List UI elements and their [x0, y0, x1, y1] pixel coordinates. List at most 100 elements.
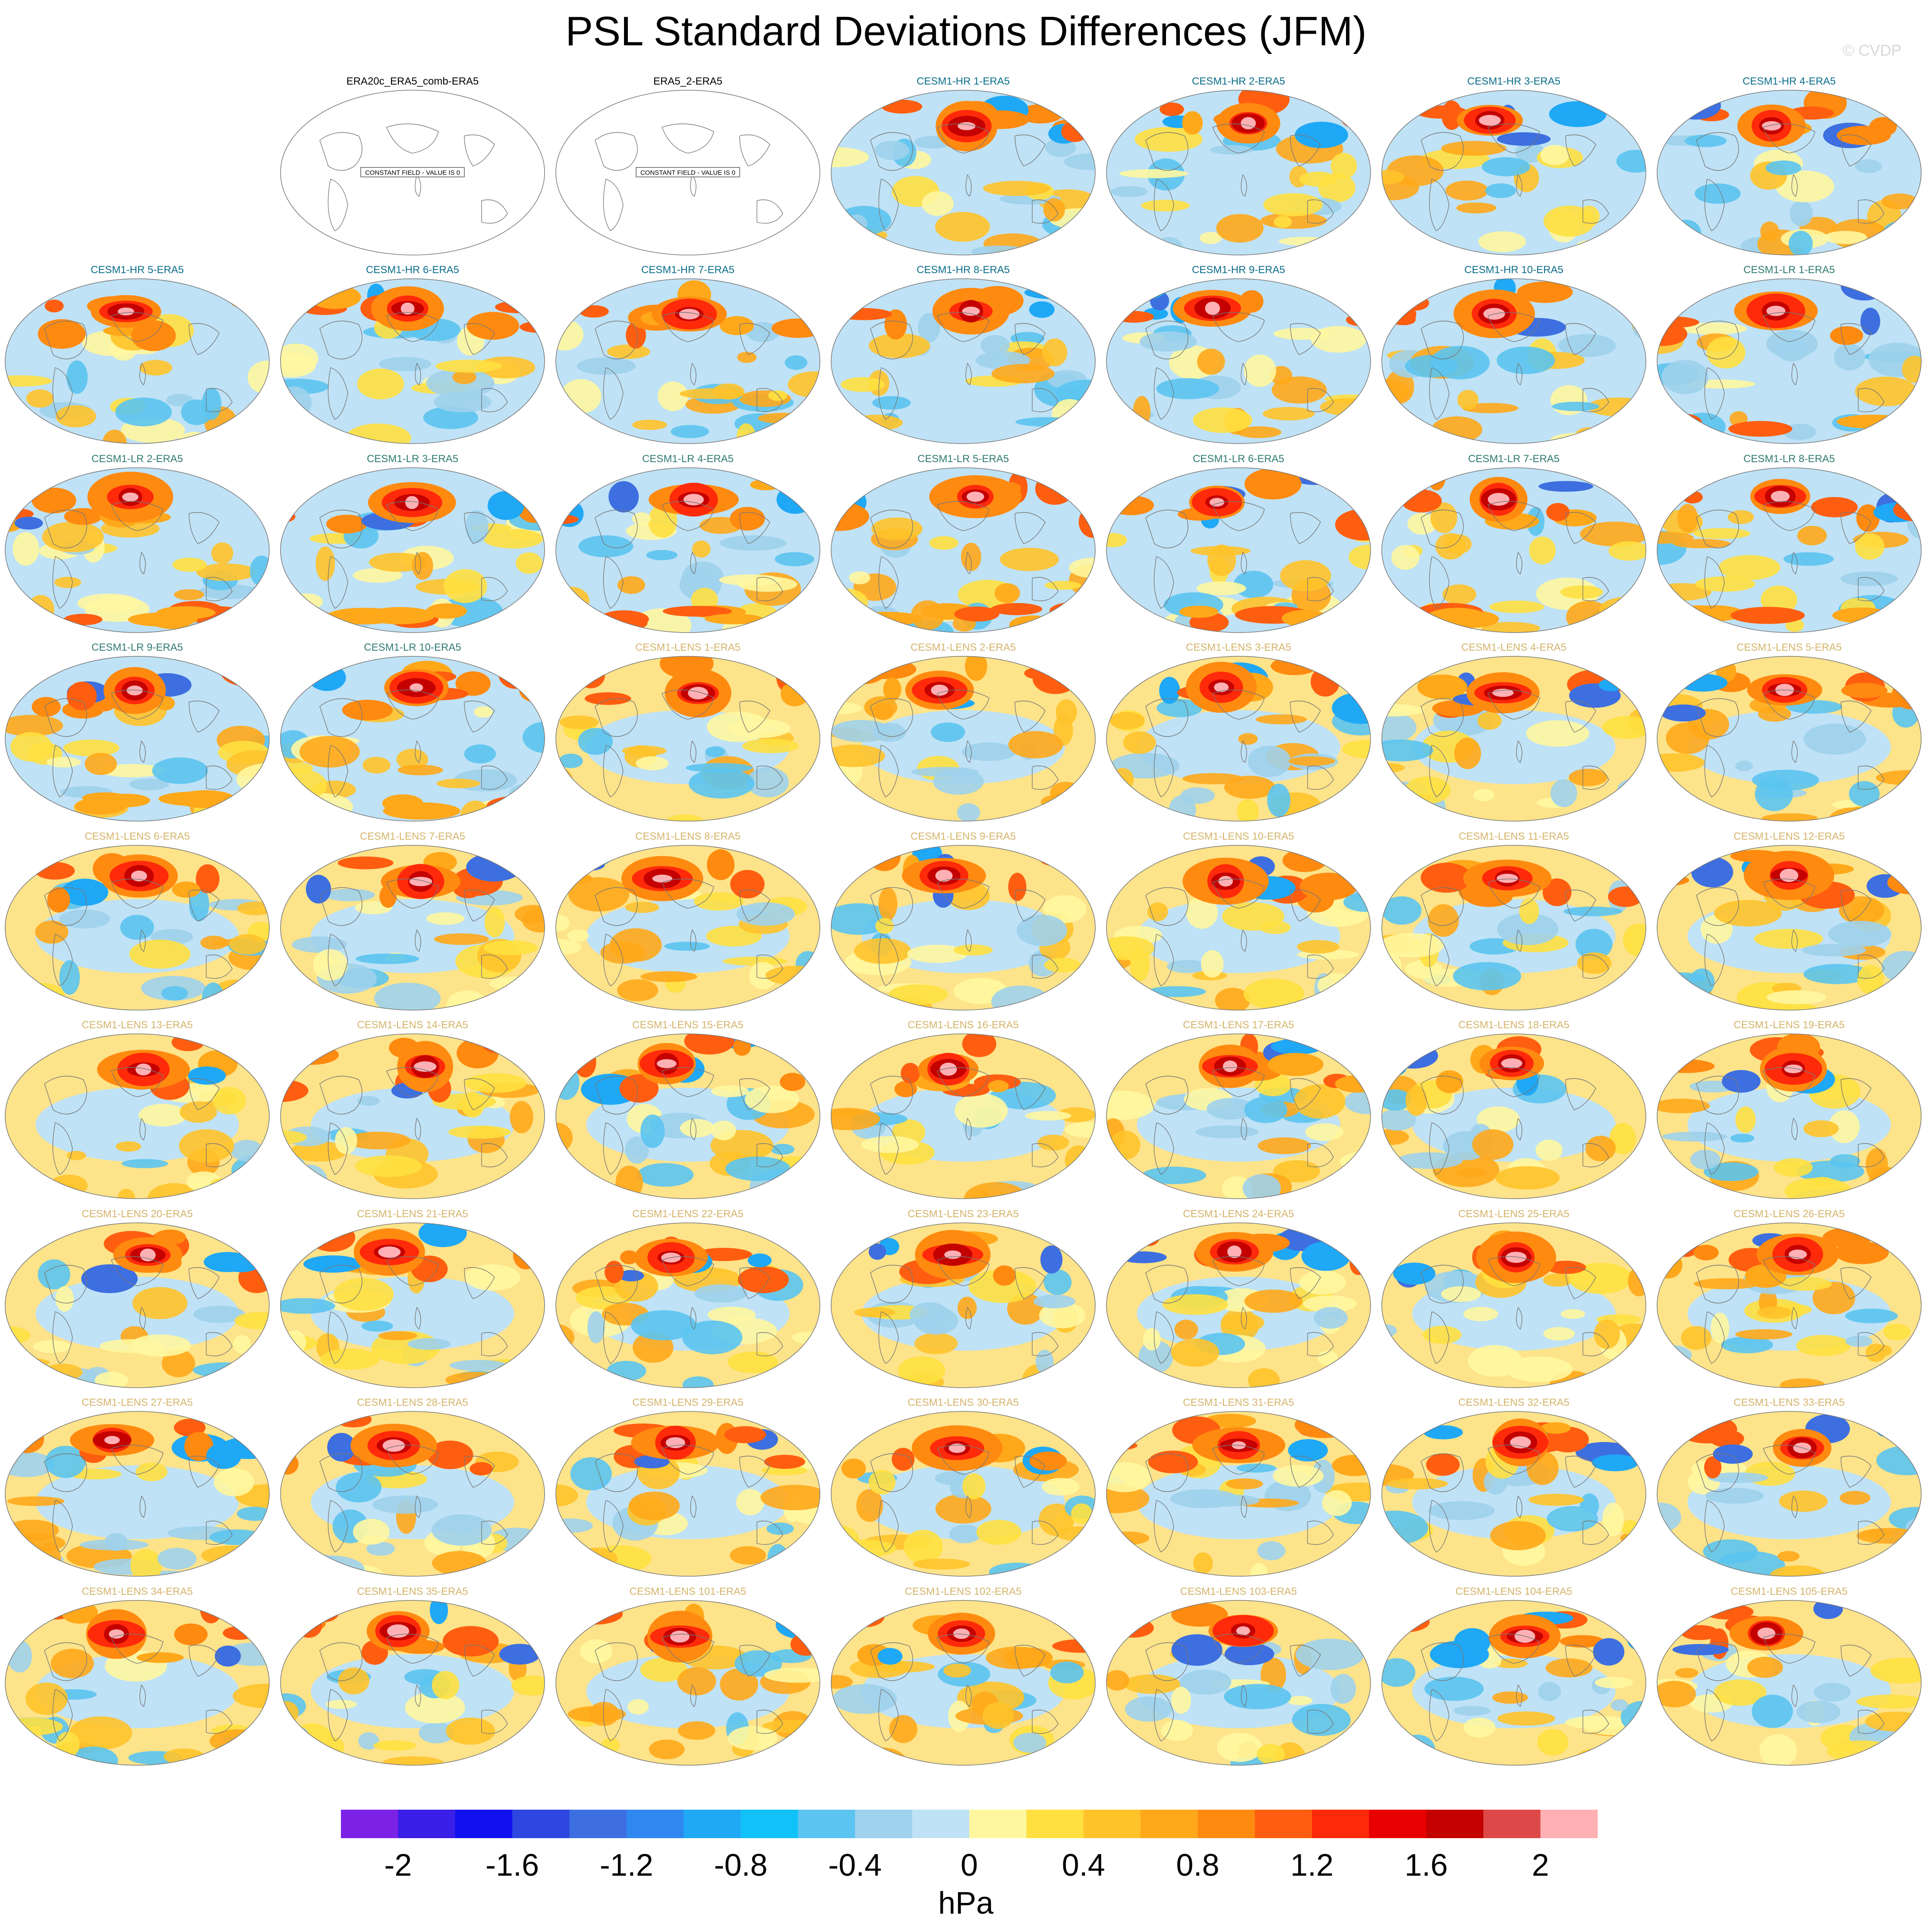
coastline [1582, 388, 1609, 413]
robinson-map [5, 656, 270, 822]
coastline [1307, 765, 1334, 790]
coastline [1290, 1644, 1321, 1677]
map-outline [1381, 845, 1646, 1011]
colorbar: -2 -1.6 -1.2 -0.8 -0.4 0 0.4 0.8 1.2 1.6 2 [0, 1808, 1932, 1920]
coastline [1290, 700, 1321, 733]
coastline [690, 1684, 697, 1707]
robinson-map [555, 467, 820, 633]
map-outline [1657, 845, 1922, 1011]
coastline [1763, 690, 1815, 720]
coastline [937, 1445, 990, 1475]
coastline [1429, 1311, 1450, 1364]
map-outline [280, 1411, 545, 1577]
panel-title: CESM1-LENS 14-ERA5 [357, 1019, 468, 1031]
coastline [206, 577, 233, 601]
robinson-map [1106, 1033, 1371, 1199]
colorbar-tick-label: -0.4 [828, 1848, 882, 1883]
coastline [111, 501, 164, 531]
coastline [111, 312, 164, 342]
coastline [1516, 362, 1522, 386]
coastline [1307, 1143, 1334, 1168]
colorbar-swatch [741, 1810, 798, 1838]
robinson-map [5, 278, 270, 444]
coastline [1841, 512, 1872, 544]
map-panel: ERA20c_ERA5_comb-ERA5 CONSTANT FIELD - VA… [279, 76, 546, 257]
coastline [878, 745, 899, 797]
coastline [1488, 1067, 1540, 1097]
robinson-map [1657, 845, 1922, 1011]
coastline [319, 1453, 362, 1492]
map-panel: CESM1-LENS 31-ERA5 [1105, 1397, 1372, 1578]
coastline [1696, 887, 1739, 926]
colorbar-swatch [1083, 1810, 1141, 1838]
coastline [1763, 1067, 1815, 1097]
coastline [1565, 512, 1596, 544]
coastline [1015, 323, 1046, 355]
panel-title: CESM1-LENS 10-ERA5 [1183, 831, 1294, 842]
coastline [1582, 954, 1609, 979]
coastline [1704, 179, 1725, 231]
coastline [739, 1455, 770, 1488]
map-panel: CESM1-HR 9-ERA5 [1105, 264, 1372, 445]
coastline [1841, 1644, 1872, 1677]
map-outline [1381, 90, 1646, 255]
coastline [1858, 577, 1885, 601]
coastline [1791, 1684, 1798, 1707]
colorbar-swatch [855, 1810, 913, 1838]
map-panel: CESM1-LR 8-ERA5 [1655, 453, 1923, 634]
colorbar-swatches [341, 1810, 1598, 1838]
coastline [386, 1067, 439, 1097]
colorbar-swatch [398, 1810, 456, 1838]
coastline [319, 887, 362, 926]
coastline [662, 1067, 714, 1097]
coastline [595, 698, 638, 737]
coastline [662, 501, 714, 531]
coastline [1032, 1332, 1059, 1357]
coastline [464, 1078, 495, 1110]
panel-title: CESM1-LENS 31-ERA5 [1183, 1397, 1294, 1408]
coastline [1015, 700, 1046, 733]
coastline [189, 1267, 220, 1299]
map-outline [1657, 1033, 1922, 1199]
panel-title: CESM1-HR 10-ERA5 [1464, 264, 1563, 276]
coastline [1763, 312, 1815, 342]
coastline [1032, 1710, 1059, 1734]
panel-title: CESM1-LENS 30-ERA5 [908, 1397, 1019, 1408]
map-panel: CESM1-LENS 23-ERA5 [829, 1208, 1097, 1389]
coastline [965, 1495, 972, 1518]
map-panel: CESM1-LENS 27-ERA5 [3, 1397, 271, 1578]
map-outline [1657, 90, 1922, 255]
coastline [1429, 934, 1450, 986]
coastline [1032, 1521, 1059, 1545]
coastline [1582, 1143, 1609, 1168]
coastline [1582, 1710, 1609, 1734]
colorbar-swatch [341, 1810, 398, 1838]
map-panel: CESM1-LENS 2-ERA5 [829, 642, 1097, 823]
coastline [206, 765, 233, 790]
coastline [1307, 577, 1334, 601]
coastline [1488, 312, 1540, 342]
coastline [1791, 1307, 1798, 1330]
coastline [870, 132, 913, 171]
coastline [1565, 1078, 1596, 1110]
robinson-map [831, 1033, 1096, 1199]
map-outline [5, 1033, 270, 1199]
map-outline [5, 1600, 270, 1766]
map-panel: CESM1-HR 3-ERA5 [1380, 76, 1648, 257]
coastline [328, 179, 348, 231]
colorbar-swatch [1312, 1810, 1370, 1838]
map-outline [1106, 278, 1371, 444]
coastline [415, 1495, 421, 1518]
coastline [690, 551, 697, 575]
map-panel: ERA5_2-ERA5 CONSTANT FIELD - VALUE IS 0 [554, 76, 822, 257]
map-outline [1381, 1411, 1646, 1577]
coastline [52, 1689, 73, 1741]
robinson-map [555, 278, 820, 444]
panel-title: CESM1-HR 8-ERA5 [916, 264, 1010, 276]
coastline [739, 889, 770, 922]
coastline [878, 1689, 899, 1741]
coastline [1429, 745, 1450, 797]
map-outline [1381, 1222, 1646, 1388]
coastline [1791, 740, 1798, 763]
coastline [965, 174, 972, 197]
